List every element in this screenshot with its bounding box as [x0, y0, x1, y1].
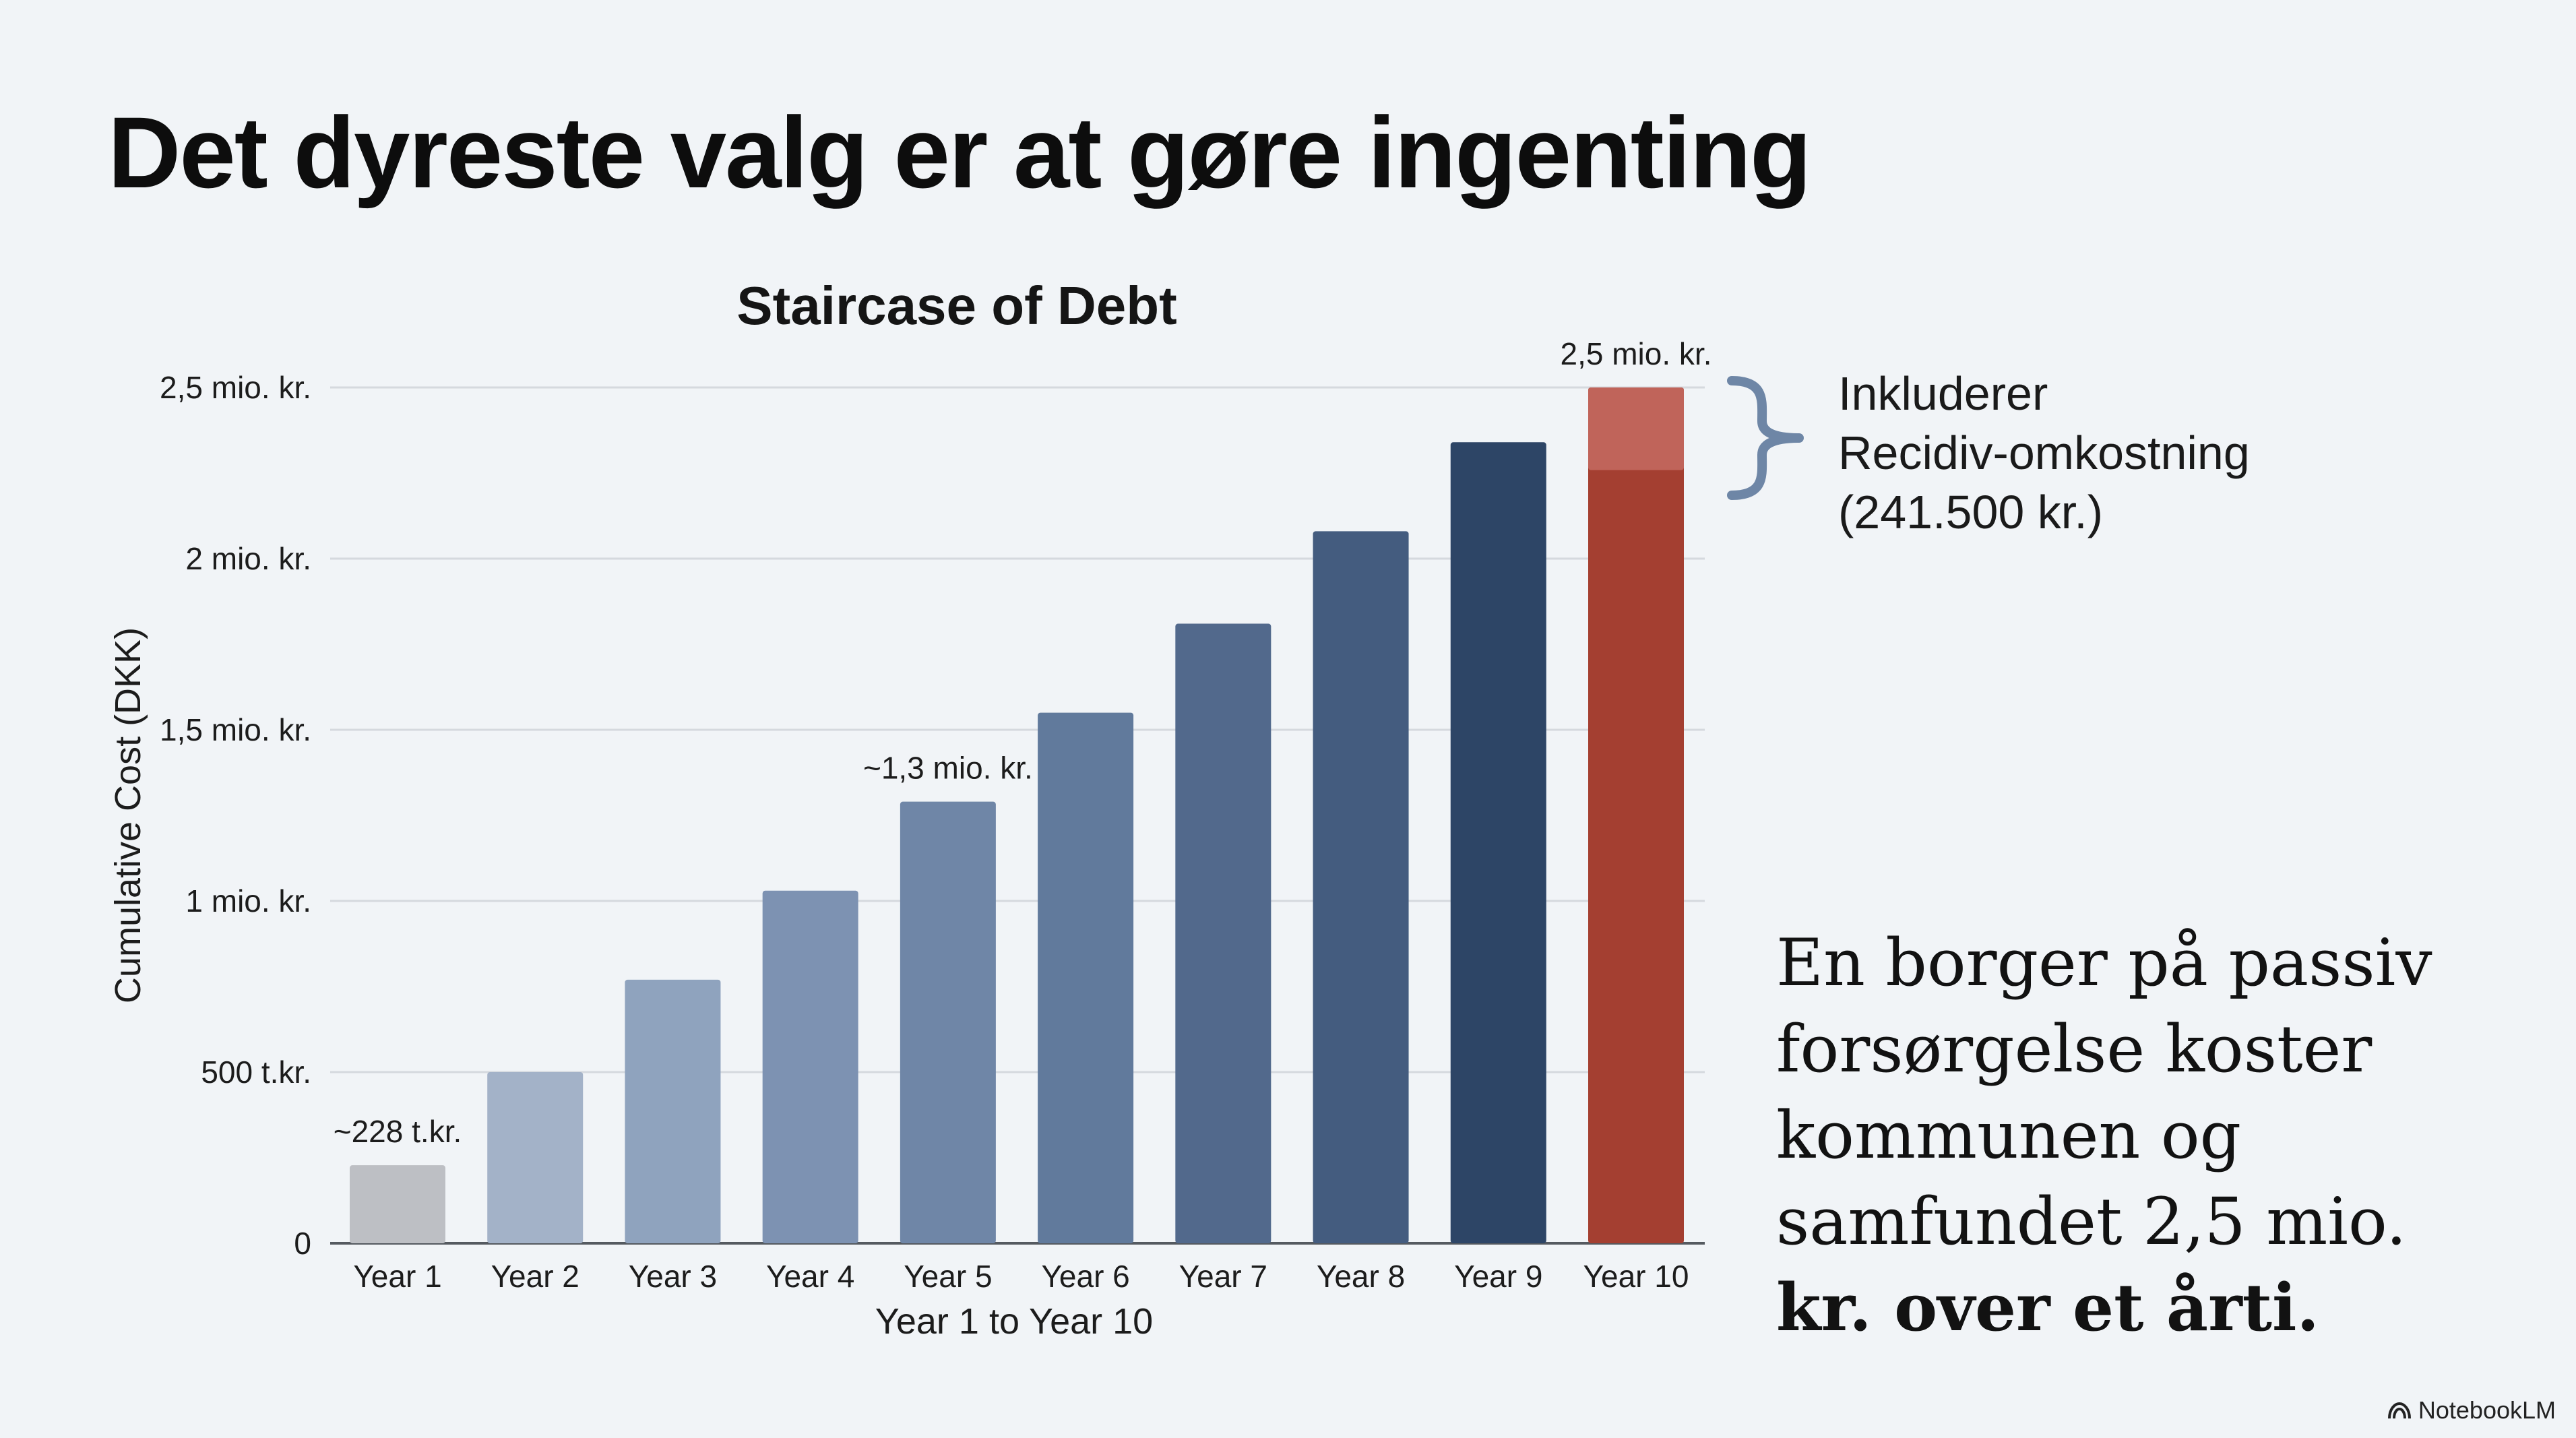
- bar-year-3: [625, 979, 721, 1243]
- summary-line-3: kommunen og: [1776, 1098, 2242, 1173]
- page-title: Det dyreste valg er at gøre ingenting: [108, 96, 1812, 209]
- summary-line-1: En borger på passiv: [1776, 925, 2432, 1001]
- x-axis-label: Year 1 to Year 10: [875, 1301, 1154, 1342]
- bar-year-2: [487, 1072, 584, 1243]
- bar-year-9: [1450, 442, 1546, 1243]
- y-axis-label: Cumulative Cost (DKK): [108, 627, 148, 1004]
- callout-line-3: (241.500 kr.): [1838, 486, 2103, 538]
- x-tick-label: Year 7: [1179, 1259, 1267, 1294]
- callout-line-2: Recidiv-omkostning: [1838, 427, 2250, 479]
- y-tick-label: 1 mio. kr.: [185, 883, 311, 918]
- bar-year-6: [1038, 712, 1134, 1243]
- summary-line-2: forsørgelse koster: [1776, 1011, 2373, 1087]
- y-tick-label: 0: [294, 1226, 311, 1261]
- bar-year-8: [1313, 531, 1409, 1243]
- bar-segment-recidiv: [1588, 387, 1684, 470]
- x-tick-label: Year 4: [766, 1259, 854, 1294]
- data-label: 2,5 mio. kr.: [1561, 336, 1712, 371]
- summary-line-bold: kr. over et årti.: [1776, 1270, 2319, 1346]
- summary-note: En borger på passiv forsørgelse koster k…: [1776, 920, 2531, 1351]
- x-tick-label: Year 5: [904, 1259, 992, 1294]
- data-label: ~1,3 mio. kr.: [863, 751, 1033, 786]
- labels: 0 500 t.kr. 1 mio. kr. 1,5 mio. kr. 2 mio. k…: [160, 336, 1711, 1294]
- brand-mark: NotebookLM: [2387, 1396, 2556, 1425]
- bar-year-1: [350, 1165, 445, 1243]
- x-tick-label: Year 3: [629, 1259, 717, 1294]
- y-tick-label: 1,5 mio. kr.: [160, 712, 311, 747]
- x-tick-label: Year 6: [1041, 1259, 1129, 1294]
- bars: [350, 387, 1684, 1243]
- brand-name: NotebookLM: [2418, 1396, 2556, 1424]
- y-tick-label: 500 t.kr.: [201, 1055, 311, 1090]
- data-label: ~228 t.kr.: [334, 1114, 462, 1149]
- y-tick-label: 2,5 mio. kr.: [160, 370, 311, 405]
- notebooklm-logo-icon: [2387, 1402, 2411, 1419]
- callout-line-1: Inkluderer: [1838, 367, 2048, 420]
- bar-year-10: [1588, 387, 1684, 1243]
- x-tick-label: Year 10: [1583, 1259, 1689, 1294]
- x-tick-label: Year 1: [353, 1259, 441, 1294]
- x-tick-label: Year 9: [1454, 1259, 1542, 1294]
- recidiv-callout: Inkluderer Recidiv-omkostning (241.500 k…: [1838, 364, 2250, 542]
- brace-icon: [1727, 376, 1804, 500]
- chart-title: Staircase of Debt: [736, 276, 1177, 336]
- x-tick-label: Year 8: [1317, 1259, 1405, 1294]
- summary-line-4: samfundet 2,5 mio.: [1776, 1184, 2407, 1259]
- y-tick-label: 2 mio. kr.: [185, 541, 311, 576]
- bar-year-5: [900, 801, 996, 1243]
- bar-year-7: [1175, 623, 1271, 1243]
- x-tick-label: Year 2: [491, 1259, 579, 1294]
- bar-year-4: [762, 890, 858, 1243]
